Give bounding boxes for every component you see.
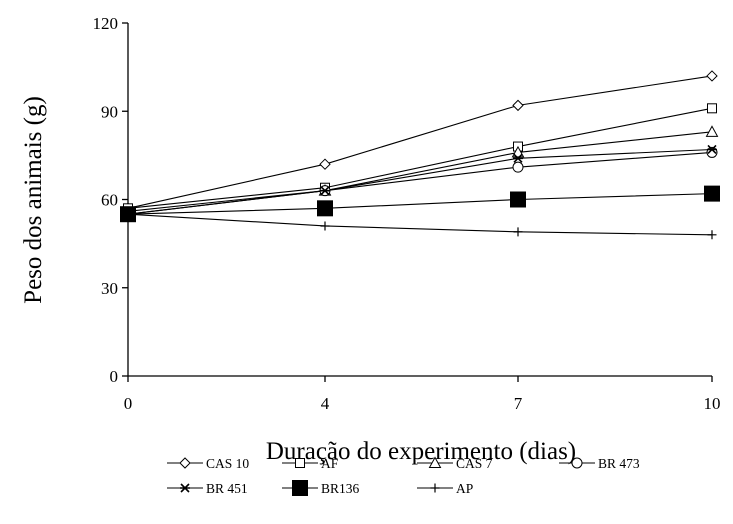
legend-label-br-473: BR 473: [598, 456, 640, 471]
data-point-br136: [510, 191, 526, 208]
legend-marker-af: [295, 458, 305, 468]
data-point-br-451: [320, 186, 330, 196]
series-line-br-473: [127, 151, 713, 215]
data-point-ap: [513, 227, 523, 237]
data-point-ap: [320, 221, 330, 231]
legend-label-cas-7: CAS 7: [456, 456, 493, 471]
data-point-cas-10: [512, 99, 524, 112]
y-tick-label: 30: [101, 279, 118, 298]
x-tick-label: 10: [704, 394, 721, 413]
y-tick-label: 0: [110, 367, 119, 386]
data-point-cas-10: [319, 158, 331, 170]
series-line-af: [127, 107, 713, 209]
series-line-cas-10: [127, 75, 713, 209]
data-point-br136: [704, 185, 720, 202]
series-markers: [120, 70, 720, 240]
legend-label-af: AF: [321, 456, 339, 471]
legend-label-cas-10: CAS 10: [206, 456, 249, 471]
legend-label-br136: BR136: [321, 481, 360, 496]
y-ticks: 0 30 60 90 120: [93, 14, 128, 386]
data-point-br136: [317, 200, 333, 217]
x-tick-label: 4: [321, 394, 330, 413]
legend-marker-cas-10: [179, 457, 191, 469]
data-point-af: [707, 103, 717, 114]
x-tick-label: 0: [124, 394, 133, 413]
data-point-cas-7: [705, 125, 719, 137]
legend-label-br-451: BR 451: [206, 481, 248, 496]
legend-label-ap: AP: [456, 481, 473, 496]
x-tick-label: 7: [514, 394, 523, 413]
data-point-ap: [123, 209, 133, 219]
data-point-br-451: [707, 144, 717, 155]
y-tick-label: 90: [101, 102, 118, 121]
x-axis-title: Duração do experimento (dias): [266, 438, 576, 465]
y-tick-label: 120: [93, 14, 119, 33]
data-point-cas-10: [706, 70, 718, 82]
series-line-ap: [127, 213, 713, 236]
series-line-br-451: [127, 148, 713, 212]
data-point-cas-7: [511, 145, 525, 158]
data-point-br-451: [513, 153, 523, 163]
legend-marker-br-473: [571, 457, 583, 469]
y-tick-label: 60: [101, 191, 118, 210]
data-point-ap: [707, 230, 717, 240]
data-point-br-473: [512, 161, 524, 173]
legend-marker-cas-7: [428, 456, 442, 468]
legend: CAS 10 AF CAS 7 BR 473 BR 451 BR136 AP: [167, 456, 640, 496]
legend-marker-br-451: [180, 483, 190, 493]
legend-marker-ap: [430, 483, 440, 493]
series-lines: [127, 75, 713, 236]
x-ticks: 0 4 7 10: [124, 376, 721, 413]
y-axis-title: Peso dos animais (g): [20, 96, 47, 304]
series-line-br136: [127, 193, 713, 215]
legend-marker-br136: [292, 480, 308, 496]
